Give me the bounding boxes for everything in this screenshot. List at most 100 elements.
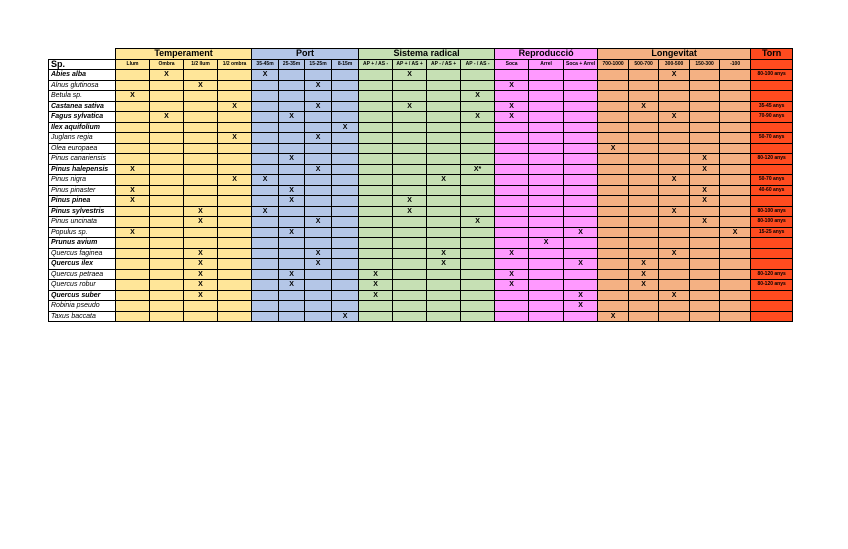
empty-cell [149,247,184,259]
empty-cell [460,184,496,196]
empty-cell [460,205,496,217]
empty-cell [331,142,360,154]
empty-cell [689,268,721,280]
column-header: 25-35m [278,58,306,70]
empty-cell [358,237,394,249]
empty-cell [149,132,184,144]
empty-cell [115,79,150,91]
empty-cell [149,174,184,186]
species-name: Quercus robur [48,279,116,291]
mark-cell: X [689,163,721,175]
empty-cell [628,174,660,186]
species-row: Taxus baccata X X [48,310,794,322]
empty-cell [358,142,394,154]
empty-cell [183,195,218,207]
empty-cell [689,237,721,249]
column-header: 1/2 llum [183,58,218,70]
mark-cell: X [278,279,306,291]
empty-cell [183,111,218,123]
mark-cell: X [628,268,660,280]
mark-cell: X [183,205,218,217]
empty-cell [251,237,280,249]
empty-cell [304,121,333,133]
empty-cell [216,195,253,207]
empty-cell [115,69,150,81]
empty-cell [719,111,752,123]
empty-cell [115,247,150,259]
species-header: Sp. [48,58,116,70]
empty-cell [216,247,253,259]
empty-cell [392,132,428,144]
empty-cell [304,195,333,207]
species-name: Alnus glutinosa [48,79,116,91]
species-row: Castanea sativa X X X X X 35-45 anys [48,100,794,112]
empty-cell [149,268,184,280]
empty-cell [689,69,721,81]
species-name: Quercus ilex [48,258,116,270]
empty-cell [563,90,599,102]
empty-cell [331,174,360,186]
empty-cell [658,300,691,312]
empty-cell [183,184,218,196]
empty-cell [149,90,184,102]
empty-cell [628,121,660,133]
mark-cell: X [183,258,218,270]
mark-cell: X [278,226,306,238]
empty-cell [331,79,360,91]
mark-cell: X [115,163,150,175]
torn-cell [750,142,794,154]
empty-cell [392,111,428,123]
empty-cell [149,142,184,154]
empty-cell [183,121,218,133]
empty-cell [628,184,660,196]
torn-cell: 80-120 anys [750,153,794,165]
empty-cell [278,132,306,144]
mark-cell: X [149,111,184,123]
species-name: Betula sp. [48,90,116,102]
empty-cell [304,300,333,312]
species-row: Fagus sylvatica X X X X X 70-90 anys [48,111,794,123]
torn-cell: 70-90 anys [750,111,794,123]
column-header: AP - / AS - [460,58,496,70]
empty-cell [426,310,462,322]
empty-cell [658,195,691,207]
empty-cell [304,205,333,217]
species-row: Pinus pinaster X X X 40-60 anys [48,184,794,196]
empty-cell [216,289,253,301]
empty-cell [115,153,150,165]
torn-header: Torn [750,48,794,60]
empty-cell [494,258,530,270]
empty-cell [460,132,496,144]
empty-cell [278,90,306,102]
empty-cell [183,142,218,154]
mark-cell: X [658,247,691,259]
torn-cell [750,300,794,312]
mark-cell: X [183,247,218,259]
column-header: Llum [115,58,150,70]
empty-cell [392,216,428,228]
species-row: Pinus canariensis X X 80-120 anys [48,153,794,165]
mark-cell: X [528,237,565,249]
empty-cell [304,174,333,186]
empty-cell [251,121,280,133]
empty-cell [689,142,721,154]
empty-cell [358,310,394,322]
empty-cell [528,69,565,81]
species-row: Pinus sylvestris X X X X 80-100 anys [48,205,794,217]
empty-cell [528,247,565,259]
empty-cell [494,90,530,102]
empty-cell [426,153,462,165]
empty-cell [460,195,496,207]
empty-cell [149,226,184,238]
mark-cell: X [304,247,333,259]
empty-cell [494,184,530,196]
empty-cell [251,279,280,291]
empty-cell [494,163,530,175]
empty-cell [115,237,150,249]
mark-cell: X [251,205,280,217]
empty-cell [358,153,394,165]
empty-cell [460,258,496,270]
empty-cell [597,289,630,301]
empty-cell [304,289,333,301]
empty-cell [392,247,428,259]
